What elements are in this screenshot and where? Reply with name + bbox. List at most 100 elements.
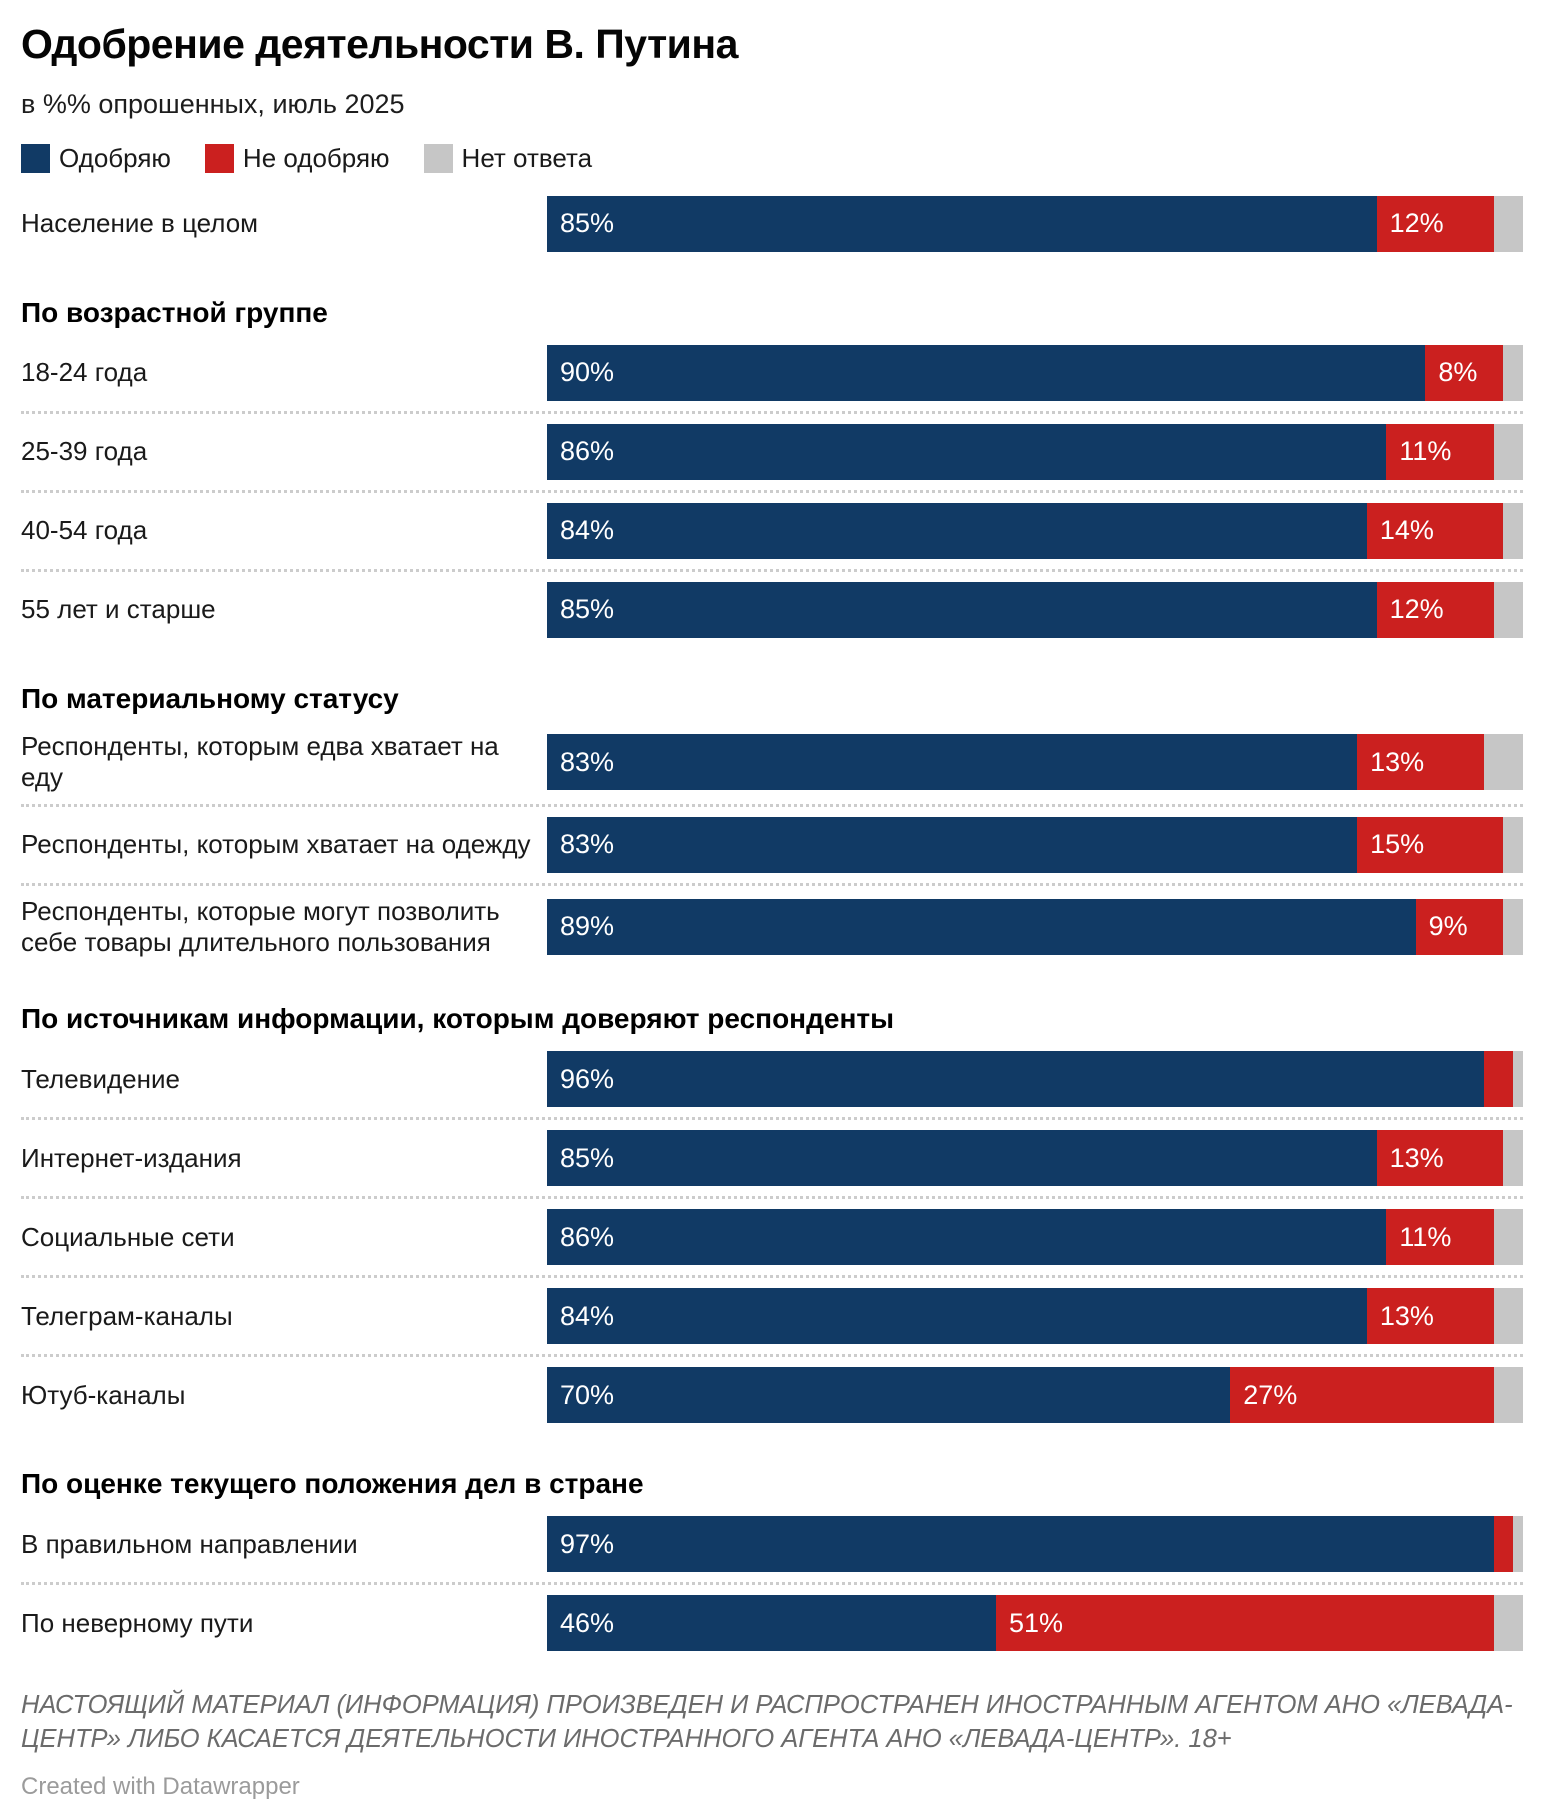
- stacked-bar: 90% 8%: [547, 344, 1523, 401]
- stacked-bar: 83% 15%: [547, 816, 1523, 873]
- disapprove-segment: 12%: [1376, 195, 1494, 252]
- bar-row: Респонденты, которые могут позволить себ…: [21, 882, 1523, 968]
- datawrapper-credit: Created with Datawrapper: [21, 1772, 300, 1800]
- bar-row: Социальные сети 86% 11%: [21, 1196, 1523, 1275]
- stacked-bar: 85% 12%: [547, 581, 1523, 638]
- approve-value-label: 85%: [560, 208, 615, 239]
- stacked-bar: 84% 14%: [547, 502, 1523, 559]
- disapprove-value-label: 9%: [1428, 911, 1468, 942]
- no-answer-segment: [1503, 1130, 1523, 1187]
- bar-group: 18-24 года 90% 8% 25-39 года 86% 11% 40-54 год…: [21, 335, 1523, 648]
- disclaimer-line: НАСТОЯЩИЙ МАТЕРИАЛ (ИНФОРМАЦИЯ) ПРОИЗВЕД…: [21, 1691, 1513, 1720]
- approve-value-label: 90%: [560, 357, 615, 388]
- disapprove-segment: 13%: [1357, 734, 1484, 791]
- stacked-bar: 86% 11%: [547, 1209, 1523, 1266]
- bar-row: Респонденты, которым едва хватает на еду…: [21, 721, 1523, 803]
- no-answer-segment: [1503, 816, 1523, 873]
- approve-segment: 85%: [547, 581, 1377, 638]
- no-answer-segment: [1493, 1288, 1523, 1345]
- legend-item-approve: Одобряю: [21, 143, 171, 174]
- no-answer-segment: [1493, 423, 1523, 480]
- bar-row: 55 лет и старше 85% 12%: [21, 568, 1523, 648]
- row-label: 55 лет и старше: [21, 594, 216, 625]
- disapprove-segment: 15%: [1357, 816, 1504, 873]
- no-answer-segment: [1493, 1209, 1523, 1266]
- disapprove-segment: [1493, 1516, 1514, 1573]
- bar-row: Население в целом 85% 12%: [21, 186, 1523, 262]
- legend-item-no-answer: Нет ответа: [423, 142, 593, 174]
- approve-segment: 90%: [547, 344, 1426, 401]
- stacked-bar: 70% 27%: [547, 1367, 1523, 1424]
- legend-label: Одобряю: [59, 142, 171, 173]
- disapprove-segment: [1483, 1051, 1514, 1108]
- approve-value-label: 46%: [560, 1607, 615, 1638]
- approve-segment: 83%: [547, 734, 1358, 791]
- row-label: Респонденты, которым едва хватает на еду: [21, 731, 499, 793]
- approve-segment: 70%: [547, 1367, 1231, 1424]
- stacked-bar: 46% 51%: [547, 1595, 1523, 1652]
- bar-row: 25-39 года 86% 11%: [21, 410, 1523, 490]
- approve-value-label: 85%: [560, 594, 615, 625]
- approve-segment: 85%: [547, 1130, 1377, 1187]
- disapprove-segment: 13%: [1366, 1288, 1494, 1345]
- disapprove-value-label: 15%: [1370, 829, 1425, 860]
- group-header: По возрастной группе: [21, 296, 328, 328]
- stacked-bar: 97%: [547, 1516, 1523, 1573]
- approve-value-label: 84%: [560, 1300, 615, 1331]
- approve-segment: 46%: [547, 1595, 996, 1652]
- no-answer-segment: [1503, 344, 1523, 401]
- stacked-bar: 84% 13%: [547, 1288, 1523, 1345]
- approve-segment: 96%: [547, 1051, 1484, 1108]
- disapprove-segment: 8%: [1425, 344, 1504, 401]
- disapprove-swatch-icon: [204, 143, 234, 173]
- bar-row: 18-24 года 90% 8%: [21, 335, 1523, 411]
- row-label: В правильном направлении: [21, 1528, 358, 1559]
- no-answer-segment: [1493, 1367, 1523, 1424]
- no-answer-segment: [1503, 502, 1523, 559]
- disapprove-value-label: 13%: [1389, 1142, 1444, 1173]
- approve-value-label: 70%: [560, 1379, 615, 1410]
- disapprove-value-label: 8%: [1438, 357, 1478, 388]
- legend-label: Нет ответа: [461, 142, 593, 173]
- stacked-bar: 85% 13%: [547, 1130, 1523, 1187]
- legend: Одобряю Не одобряю Нет ответа: [21, 143, 1523, 174]
- row-label: Телеграм-каналы: [21, 1300, 233, 1331]
- no-answer-swatch-icon: [423, 143, 453, 173]
- approve-value-label: 96%: [560, 1063, 615, 1094]
- disapprove-value-label: 27%: [1243, 1379, 1298, 1410]
- approve-value-label: 86%: [560, 1221, 615, 1252]
- bar-group: В правильном направлении 97% По неверному …: [21, 1506, 1523, 1661]
- row-label: 18-24 года: [21, 357, 148, 388]
- no-answer-segment: [1513, 1516, 1523, 1573]
- disapprove-value-label: 11%: [1399, 436, 1452, 467]
- bar-row: В правильном направлении 97%: [21, 1506, 1523, 1582]
- no-answer-segment: [1483, 734, 1523, 791]
- disapprove-segment: 12%: [1376, 581, 1494, 638]
- disapprove-value-label: 12%: [1389, 208, 1444, 239]
- chart-subtitle: в %% опрошенных, июль 2025: [21, 89, 405, 120]
- disapprove-segment: 11%: [1386, 423, 1494, 480]
- stacked-bar: 85% 12%: [547, 195, 1523, 252]
- approve-value-label: 89%: [560, 911, 615, 942]
- approve-segment: 86%: [547, 1209, 1387, 1266]
- row-label: Респонденты, которые могут позволить себ…: [21, 895, 500, 957]
- disapprove-segment: 51%: [995, 1595, 1494, 1652]
- row-label: 40-54 года: [21, 515, 148, 546]
- row-label: По неверному пути: [21, 1607, 254, 1638]
- bar-row: Ютуб-каналы 70% 27%: [21, 1354, 1523, 1433]
- row-label: Население в целом: [21, 208, 259, 239]
- legend-label: Не одобряю: [242, 142, 390, 173]
- row-label: Ютуб-каналы: [21, 1379, 186, 1410]
- no-answer-segment: [1503, 898, 1523, 955]
- approve-value-label: 84%: [560, 515, 615, 546]
- row-label: Социальные сети: [21, 1221, 235, 1252]
- approve-segment: 84%: [547, 502, 1367, 559]
- disapprove-value-label: 14%: [1379, 515, 1434, 546]
- bar-row: 40-54 года 84% 14%: [21, 489, 1523, 569]
- approve-value-label: 86%: [560, 436, 615, 467]
- row-label: Респонденты, которым хватает на одежду: [21, 828, 531, 859]
- disapprove-segment: 9%: [1415, 898, 1504, 955]
- approve-segment: 83%: [547, 816, 1358, 873]
- disapprove-value-label: 13%: [1379, 1300, 1434, 1331]
